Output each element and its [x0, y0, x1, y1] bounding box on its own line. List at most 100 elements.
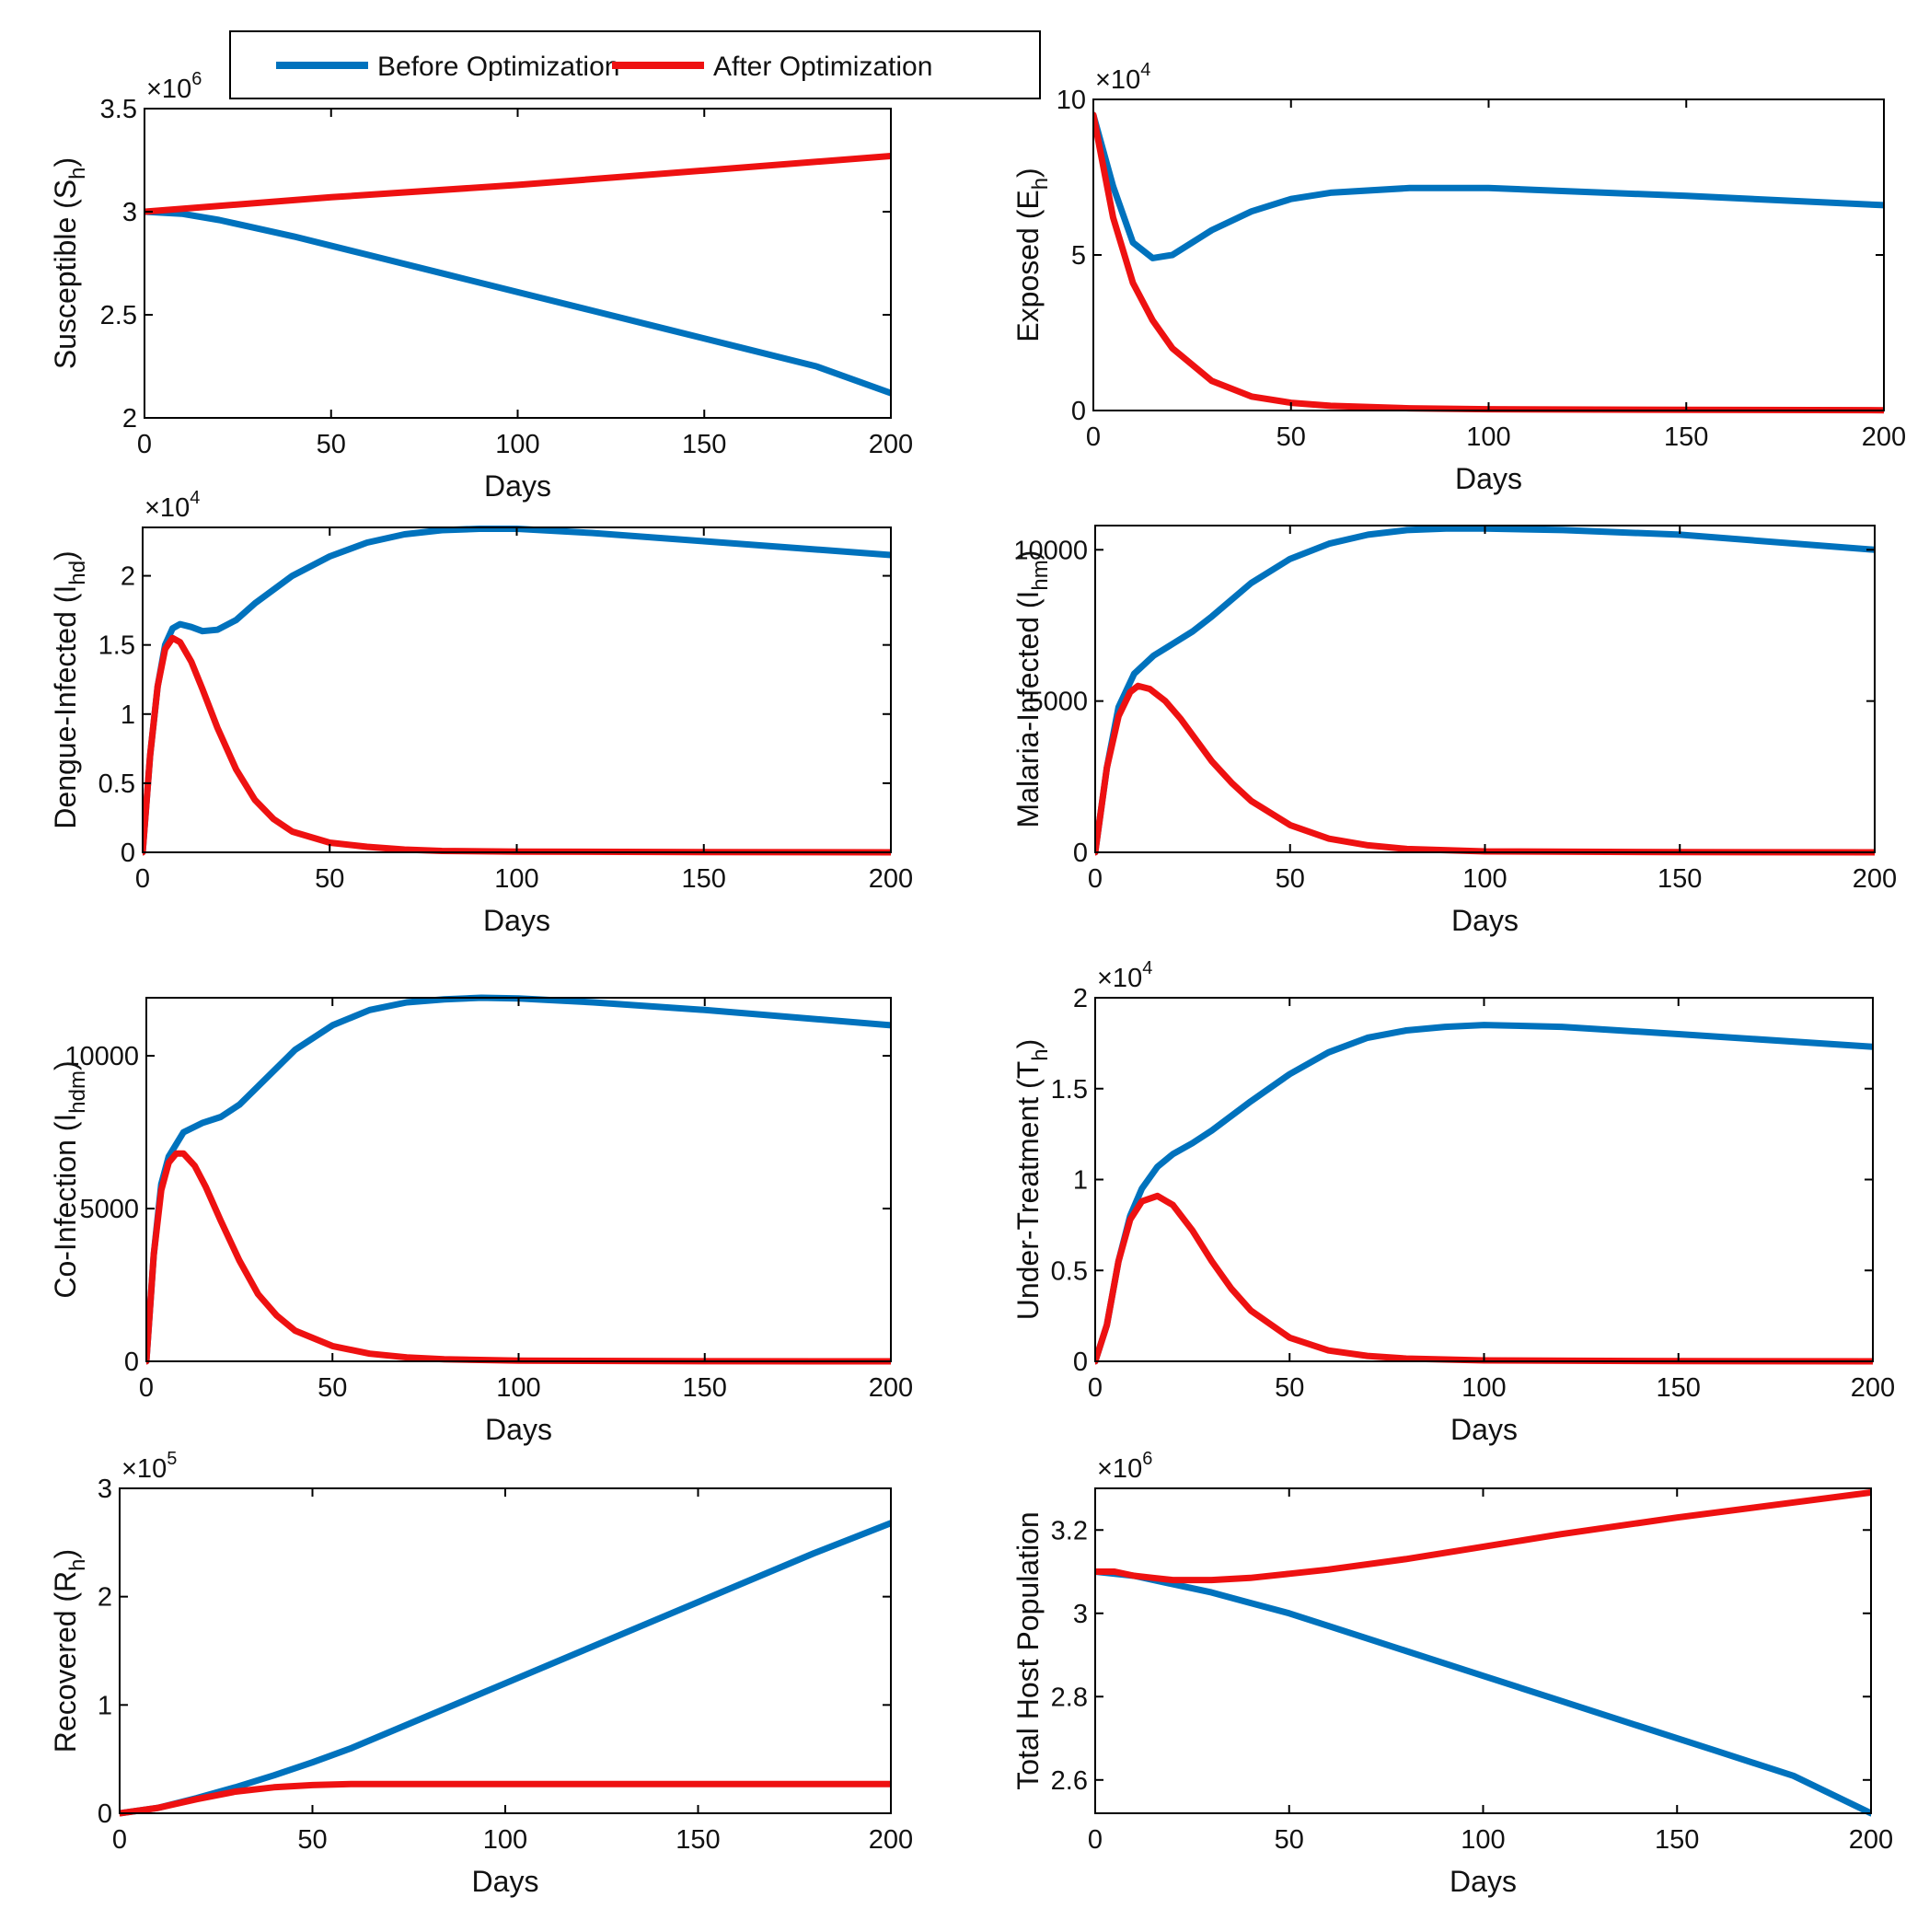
- y-axis-label-end: ): [49, 1549, 82, 1559]
- y-tick-label: 0: [1071, 397, 1086, 426]
- y-tick-label: 3: [122, 198, 137, 227]
- axis-multiplier: ×106: [146, 69, 202, 104]
- y-axis-label-subscript: hd: [65, 561, 90, 585]
- y-tick-label: 2: [122, 404, 137, 434]
- y-tick-label: 1: [98, 1691, 112, 1720]
- legend-label-before: Before Optimization: [377, 52, 619, 82]
- series-line-before: [1093, 111, 1884, 261]
- y-tick-label: 2.6: [1051, 1766, 1088, 1796]
- y-tick-label: 3.2: [1051, 1516, 1088, 1545]
- y-tick-label: 5000: [79, 1195, 139, 1224]
- x-tick-label: 150: [683, 1373, 727, 1403]
- x-tick-label: 150: [682, 430, 726, 459]
- x-tick-label: 100: [1461, 1373, 1506, 1403]
- chart-3: 0 50 100 150 200 0 0.5 1 1.5 2 Days Dengue-Infected…: [49, 488, 913, 937]
- y-axis-label-main: Dengue-Infected (I: [49, 585, 82, 829]
- axis-multiplier-base: ×10: [146, 75, 191, 104]
- y-axis-label-end: ): [1011, 168, 1045, 178]
- series-line-before: [1095, 525, 1875, 856]
- axis-multiplier-exponent: 6: [1142, 1449, 1152, 1469]
- y-tick-label: 3: [98, 1475, 112, 1504]
- axis-multiplier: ×106: [1097, 1449, 1152, 1484]
- y-tick-label: 10000: [1013, 536, 1088, 565]
- y-tick-label: 2: [121, 562, 135, 592]
- y-axis-label-main: Total Host Population: [1011, 1511, 1045, 1789]
- axis-multiplier-exponent: 4: [1142, 958, 1152, 978]
- x-axis-label: Days: [1450, 1865, 1517, 1898]
- legend-label-after: After Optimization: [713, 52, 932, 82]
- y-axis-label-subscript: hm: [1028, 560, 1053, 590]
- series-line-after: [1095, 1489, 1871, 1584]
- series-line-after: [1095, 1192, 1873, 1365]
- axis-multiplier-base: ×10: [121, 1454, 167, 1484]
- y-axis-label: Co-Infection (Ihdm): [49, 1060, 90, 1298]
- y-axis-label-main: Co-Infection (I: [49, 1114, 82, 1299]
- axis-multiplier-base: ×10: [144, 493, 190, 523]
- axis-multiplier-exponent: 4: [190, 488, 200, 508]
- axis-multiplier-base: ×10: [1097, 1454, 1142, 1484]
- chart-2: 0 50 100 150 200 0 5 10 Days Exposed (Eh) ×104: [1011, 60, 1906, 495]
- x-tick-label: 0: [1088, 1373, 1103, 1403]
- y-axis-label-main: Exposed (E: [1011, 190, 1045, 341]
- chart-5: 0 50 100 150 200 0 5000 10000 Days Co-Infection (…: [49, 994, 913, 1446]
- x-tick-label: 200: [869, 430, 913, 459]
- y-tick-label: 5000: [1028, 688, 1088, 717]
- series-line-after: [143, 634, 891, 856]
- x-axis-label: Days: [1450, 1413, 1518, 1446]
- y-axis-label-subscript: hdm: [65, 1070, 90, 1114]
- y-axis-label-main: Recovered (R: [49, 1571, 82, 1753]
- x-tick-label: 0: [139, 1373, 154, 1403]
- y-tick-label: 0: [121, 839, 135, 868]
- y-tick-label: 2.5: [100, 301, 137, 330]
- y-tick-label: 3.5: [100, 95, 137, 124]
- y-axis-label: Dengue-Infected (Ihd): [49, 550, 90, 828]
- y-tick-label: 2: [98, 1583, 112, 1613]
- y-axis-label: Malaria-Infected (Ihm): [1011, 550, 1053, 828]
- series-line-after: [120, 1780, 891, 1817]
- y-axis-label-subscript: h: [65, 167, 90, 179]
- x-tick-label: 0: [1086, 422, 1101, 452]
- x-tick-label: 0: [135, 864, 150, 894]
- x-tick-label: 50: [297, 1825, 327, 1855]
- x-tick-label: 0: [137, 430, 152, 459]
- y-tick-label: 1: [1073, 1166, 1088, 1196]
- series-line-before: [144, 208, 891, 397]
- series-line-after: [144, 153, 891, 215]
- x-tick-label: 0: [1088, 864, 1103, 894]
- y-tick-label: 5: [1071, 241, 1086, 271]
- y-axis-label-end: ): [1011, 550, 1045, 561]
- chart-8: 0 50 100 150 200 2.6 2.8 3 3.2 Days Total Host Pop…: [1011, 1449, 1893, 1898]
- x-tick-label: 100: [483, 1825, 527, 1855]
- y-axis-label: Susceptible (Sh): [49, 157, 90, 369]
- y-axis-label-subscript: h: [1028, 1048, 1053, 1060]
- axis-multiplier-exponent: 5: [167, 1449, 177, 1469]
- y-tick-label: 0: [1073, 839, 1088, 868]
- x-tick-label: 100: [1462, 864, 1507, 894]
- chart-7: 0 50 100 150 200 0 1 2 3 Days Recovered (Rh) ×105: [49, 1449, 913, 1898]
- axis-multiplier-exponent: 6: [191, 69, 202, 89]
- series-line-before: [1095, 1568, 1871, 1817]
- x-tick-label: 200: [1851, 1373, 1895, 1403]
- y-tick-label: 0: [124, 1348, 139, 1377]
- x-tick-label: 200: [1849, 1825, 1893, 1855]
- y-tick-label: 3: [1073, 1600, 1088, 1629]
- y-axis-label: Total Host Population: [1011, 1511, 1045, 1789]
- x-tick-label: 50: [1276, 422, 1306, 452]
- x-tick-label: 0: [1088, 1825, 1103, 1855]
- y-tick-label: 10: [1057, 86, 1086, 115]
- axis-multiplier: ×104: [144, 488, 200, 523]
- x-tick-label: 150: [676, 1825, 720, 1855]
- x-tick-label: 150: [1664, 422, 1708, 452]
- y-tick-label: 1: [121, 700, 135, 730]
- x-tick-label: 100: [1461, 1825, 1505, 1855]
- y-axis-label-subscript: h: [65, 1558, 90, 1570]
- x-axis-label: Days: [472, 1865, 539, 1898]
- y-axis-label-subscript: h: [1028, 178, 1053, 190]
- y-tick-label: 0: [1073, 1348, 1088, 1377]
- x-tick-label: 100: [1466, 422, 1510, 452]
- x-axis-label: Days: [1455, 462, 1522, 495]
- series-line-before: [143, 526, 891, 856]
